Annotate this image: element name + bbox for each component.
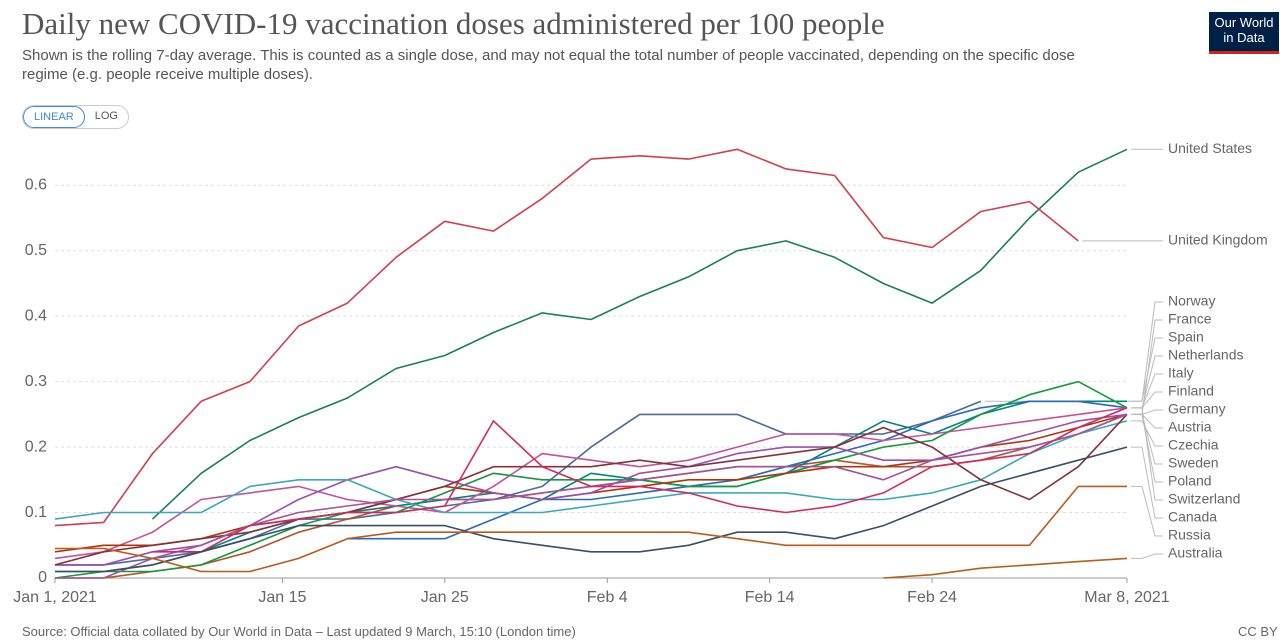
license[interactable]: CC BY [1238, 624, 1278, 639]
legend-label: Germany [1168, 401, 1226, 417]
label-connector [1131, 319, 1163, 415]
chart-title: Daily new COVID-19 vaccination doses adm… [22, 6, 885, 41]
x-tick-label: Jan 1, 2021 [13, 589, 97, 606]
legend-label: Netherlands [1168, 347, 1244, 363]
y-tick-label: 0.3 [25, 373, 47, 390]
x-tick-label: Feb 14 [745, 589, 795, 606]
linear-button[interactable]: LINEAR [23, 106, 85, 128]
label-connector [1131, 420, 1163, 447]
x-tick-label: Feb 24 [907, 589, 957, 606]
legend-label: Switzerland [1168, 491, 1240, 507]
log-button[interactable]: LOG [94, 110, 118, 122]
series-line [55, 413, 1128, 579]
x-tick-label: Jan 15 [258, 589, 306, 606]
legend-label: Norway [1168, 293, 1215, 309]
label-connector [984, 301, 1163, 402]
x-tick-label: Feb 4 [587, 589, 628, 606]
chart-subtitle: Shown is the rolling 7-day average. This… [22, 47, 1075, 83]
chart: 0 0.1 0.2 0.3 0.4 0.5 0.6 Jan 1, 2021 Jan 15 Jan … [13, 140, 1268, 606]
source-note: Source: Official data collated by Our Wo… [22, 624, 576, 639]
series-line [54, 380, 1128, 579]
legend-label: United Kingdom [1168, 232, 1268, 248]
legend-label: France [1168, 311, 1212, 327]
series-line [347, 400, 1128, 540]
y-tick-label: 0 [38, 569, 47, 586]
label-connector [1131, 553, 1163, 559]
legend-label: Italy [1168, 365, 1194, 381]
series-line [55, 413, 1128, 579]
legend-label: Finland [1168, 383, 1214, 399]
legend-label: Czechia [1168, 437, 1219, 453]
label-connector [1131, 337, 1163, 402]
legend-label: Australia [1168, 545, 1223, 561]
label-connector [1131, 409, 1163, 415]
label-connector [1131, 413, 1163, 483]
series-line [55, 400, 1127, 573]
y-tick-label: 0.4 [25, 307, 47, 324]
legend-label: Russia [1168, 527, 1211, 543]
series-line [883, 557, 1128, 579]
series-line [55, 485, 1127, 573]
y-tick-label: 0.5 [25, 242, 47, 259]
series-line [54, 148, 1079, 527]
series-line [152, 407, 1128, 553]
legend-label: Spain [1168, 329, 1204, 345]
y-tick-label: 0.2 [25, 438, 47, 455]
legend-label: Sweden [1168, 455, 1219, 471]
series-line [55, 446, 1128, 573]
legend-label: United States [1168, 140, 1252, 156]
legend-label: Austria [1168, 419, 1212, 435]
series-line [54, 420, 1128, 520]
scale-toggle: LINEAR LOG [22, 105, 129, 129]
label-connector [1131, 407, 1163, 501]
y-tick-label: 0.1 [25, 504, 47, 521]
legend-label: Canada [1168, 509, 1217, 525]
series-line [55, 413, 1128, 566]
y-tick-label: 0.6 [25, 176, 47, 193]
logo[interactable]: Our World in Data [1209, 12, 1279, 54]
legend-label: Poland [1168, 473, 1212, 489]
series-line [54, 413, 1128, 566]
x-tick-label: Jan 25 [421, 589, 469, 606]
label-connector [1131, 446, 1163, 519]
series-line [151, 148, 1128, 520]
label-connector [1131, 485, 1163, 537]
x-tick-label: Mar 8, 2021 [1084, 589, 1169, 606]
